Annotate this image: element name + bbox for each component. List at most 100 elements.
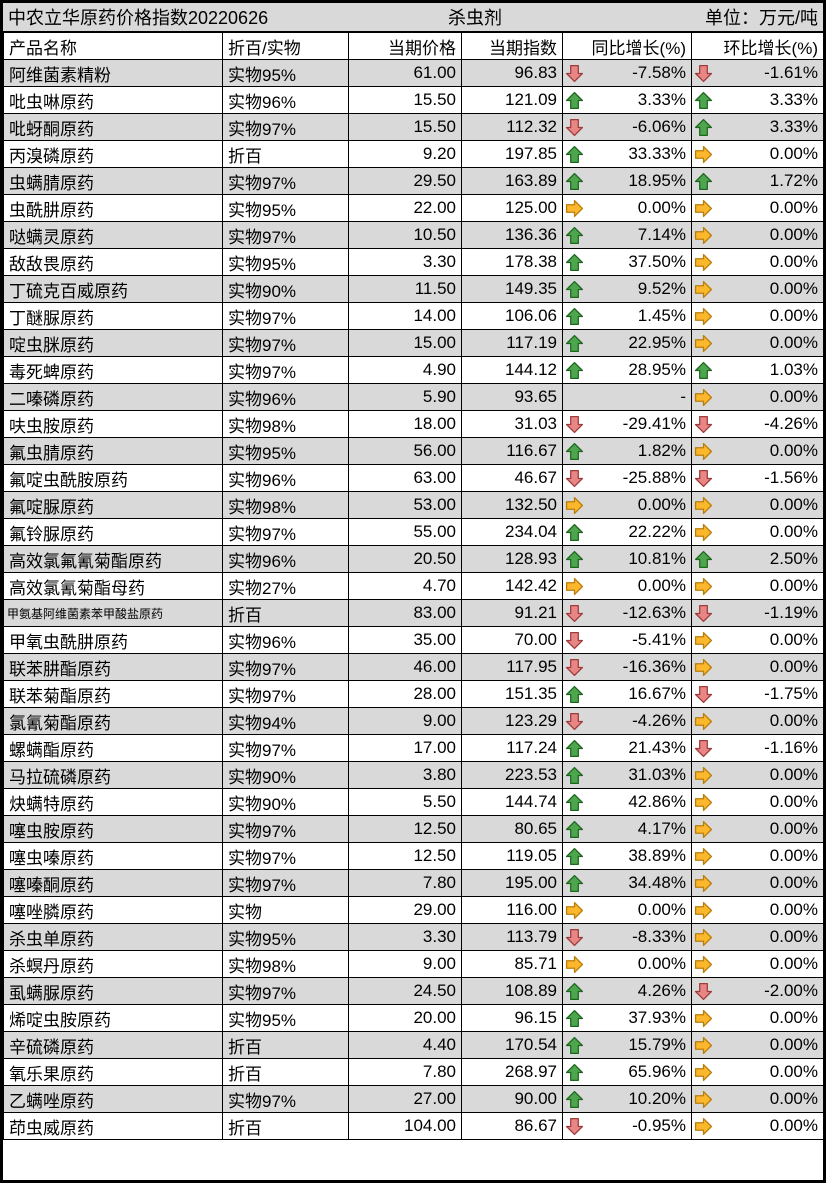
spec-cell: 实物97% (222, 302, 349, 330)
right-arrow-icon (565, 901, 584, 919)
current-index-cell: 234.04 (461, 518, 563, 546)
spec-cell: 实物97% (222, 815, 349, 843)
mom-growth-cell: 0.00% (691, 707, 824, 735)
right-arrow-icon (694, 793, 713, 811)
yoy-growth-value: 3.33% (637, 90, 686, 109)
product-name-cell: 氟啶脲原药 (3, 491, 223, 519)
up-arrow-icon (565, 91, 584, 109)
yoy-growth-cell: 4.26% (562, 977, 692, 1005)
current-index-cell: 116.00 (461, 896, 563, 924)
up-arrow-icon (565, 361, 584, 380)
mom-growth-value: 0.00% (769, 306, 818, 325)
current-price-cell: 46.00 (348, 653, 462, 681)
spec-cell: 折百 (222, 1058, 349, 1086)
header-row: 产品名称 折百/实物 当期价格 当期指数 同比增长(%) 环比增长(%) (3, 32, 824, 60)
yoy-growth-value: -25.88% (622, 468, 686, 487)
yoy-growth-cell: 7.14% (562, 221, 692, 249)
current-index-cell: 70.00 (461, 626, 563, 654)
up-arrow-icon (694, 550, 713, 568)
table-row: 氟铃脲原药 实物97% 55.00 234.04 22.22% 0.00% (3, 518, 824, 546)
current-price-cell: 20.00 (348, 1004, 462, 1032)
up-arrow-icon (565, 307, 584, 325)
down-arrow-icon (565, 604, 584, 622)
mom-growth-cell: 0.00% (691, 1031, 824, 1059)
table-row: 吡蚜酮原药 实物97% 15.50 112.32 -6.06% 3.33% (3, 113, 824, 141)
right-arrow-icon (694, 901, 713, 920)
yoy-growth-value: 0.00% (637, 954, 686, 973)
current-price-cell: 10.50 (348, 221, 462, 249)
col-header-current-price: 当期价格 (348, 32, 462, 60)
right-arrow-icon (694, 955, 713, 973)
product-name-cell: 哒螨灵原药 (3, 221, 223, 249)
mom-growth-cell: 0.00% (691, 329, 824, 357)
up-arrow-icon (565, 1009, 584, 1027)
product-name-cell: 乙螨唑原药 (3, 1085, 223, 1113)
up-arrow-icon (565, 793, 584, 811)
right-arrow-icon (694, 577, 713, 596)
table-row: 氧乐果原药 折百 7.80 268.97 65.96% 0.00% (3, 1058, 824, 1086)
yoy-growth-value: - (680, 387, 686, 406)
product-name-cell: 阿维菌素精粉 (3, 59, 223, 87)
current-index-cell: 128.93 (461, 545, 563, 573)
mom-growth-value: -1.56% (764, 468, 818, 487)
product-name-cell: 吡蚜酮原药 (3, 113, 223, 141)
right-arrow-icon (694, 1036, 713, 1054)
current-index-cell: 90.00 (461, 1085, 563, 1113)
product-name-cell: 氟啶虫酰胺原药 (3, 464, 223, 492)
mom-growth-cell: 0.00% (691, 815, 824, 843)
down-arrow-icon (694, 604, 713, 623)
current-index-cell: 91.21 (461, 599, 563, 627)
right-arrow-icon (565, 577, 584, 596)
down-arrow-icon (565, 928, 584, 946)
current-price-cell: 11.50 (348, 275, 462, 303)
mom-growth-cell: 0.00% (691, 302, 824, 330)
current-price-cell: 29.50 (348, 167, 462, 195)
right-arrow-icon (694, 388, 713, 406)
yoy-growth-value: 21.43% (628, 738, 686, 757)
down-arrow-icon (565, 658, 584, 677)
mom-growth-value: 0.00% (769, 144, 818, 163)
down-arrow-icon (565, 1117, 584, 1136)
down-arrow-icon (565, 631, 584, 650)
product-name-cell: 呋虫胺原药 (3, 410, 223, 438)
up-arrow-icon (565, 172, 584, 190)
product-name-cell: 炔螨特原药 (3, 788, 223, 816)
yoy-growth-value: 10.81% (628, 549, 686, 568)
current-index-cell: 93.65 (461, 383, 563, 411)
table-row: 乙螨唑原药 实物97% 27.00 90.00 10.20% 0.00% (3, 1085, 824, 1113)
mom-growth-cell: 0.00% (691, 518, 824, 546)
up-arrow-icon (565, 766, 584, 785)
yoy-growth-cell: 0.00% (562, 950, 692, 978)
up-arrow-icon (565, 820, 584, 838)
down-arrow-icon (565, 928, 584, 947)
right-arrow-icon (694, 820, 713, 839)
mom-growth-value: 0.00% (769, 900, 818, 919)
product-name-cell: 甲氨基阿维菌素苯甲酸盐原药 (3, 599, 223, 627)
product-name-cell: 甲氧虫酰肼原药 (3, 626, 223, 654)
product-name-cell: 丁硫克百威原药 (3, 275, 223, 303)
yoy-growth-value: 0.00% (637, 495, 686, 514)
right-arrow-icon (694, 874, 713, 892)
mom-growth-value: 0.00% (769, 846, 818, 865)
up-arrow-icon (565, 361, 584, 379)
spec-cell: 实物27% (222, 572, 349, 600)
product-name-cell: 辛硫磷原药 (3, 1031, 223, 1059)
yoy-growth-value: 15.79% (628, 1035, 686, 1054)
yoy-growth-cell: 0.00% (562, 896, 692, 924)
right-arrow-icon (694, 334, 713, 352)
right-arrow-icon (694, 307, 713, 326)
product-name-cell: 联苯肼酯原药 (3, 653, 223, 681)
mom-growth-cell: 0.00% (691, 572, 824, 600)
current-index-cell: 106.06 (461, 302, 563, 330)
unit-label: 单位：万元/吨 (704, 8, 818, 28)
up-arrow-icon (565, 739, 584, 757)
yoy-growth-cell: 28.95% (562, 356, 692, 384)
current-index-cell: 116.67 (461, 437, 563, 465)
current-index-cell: 85.71 (461, 950, 563, 978)
yoy-growth-value: 38.89% (628, 846, 686, 865)
yoy-growth-value: 7.14% (637, 225, 686, 244)
yoy-growth-cell: 33.33% (562, 140, 692, 168)
product-name-cell: 噻唑膦原药 (3, 896, 223, 924)
up-arrow-icon (694, 172, 713, 190)
mom-growth-value: 0.00% (769, 765, 818, 784)
